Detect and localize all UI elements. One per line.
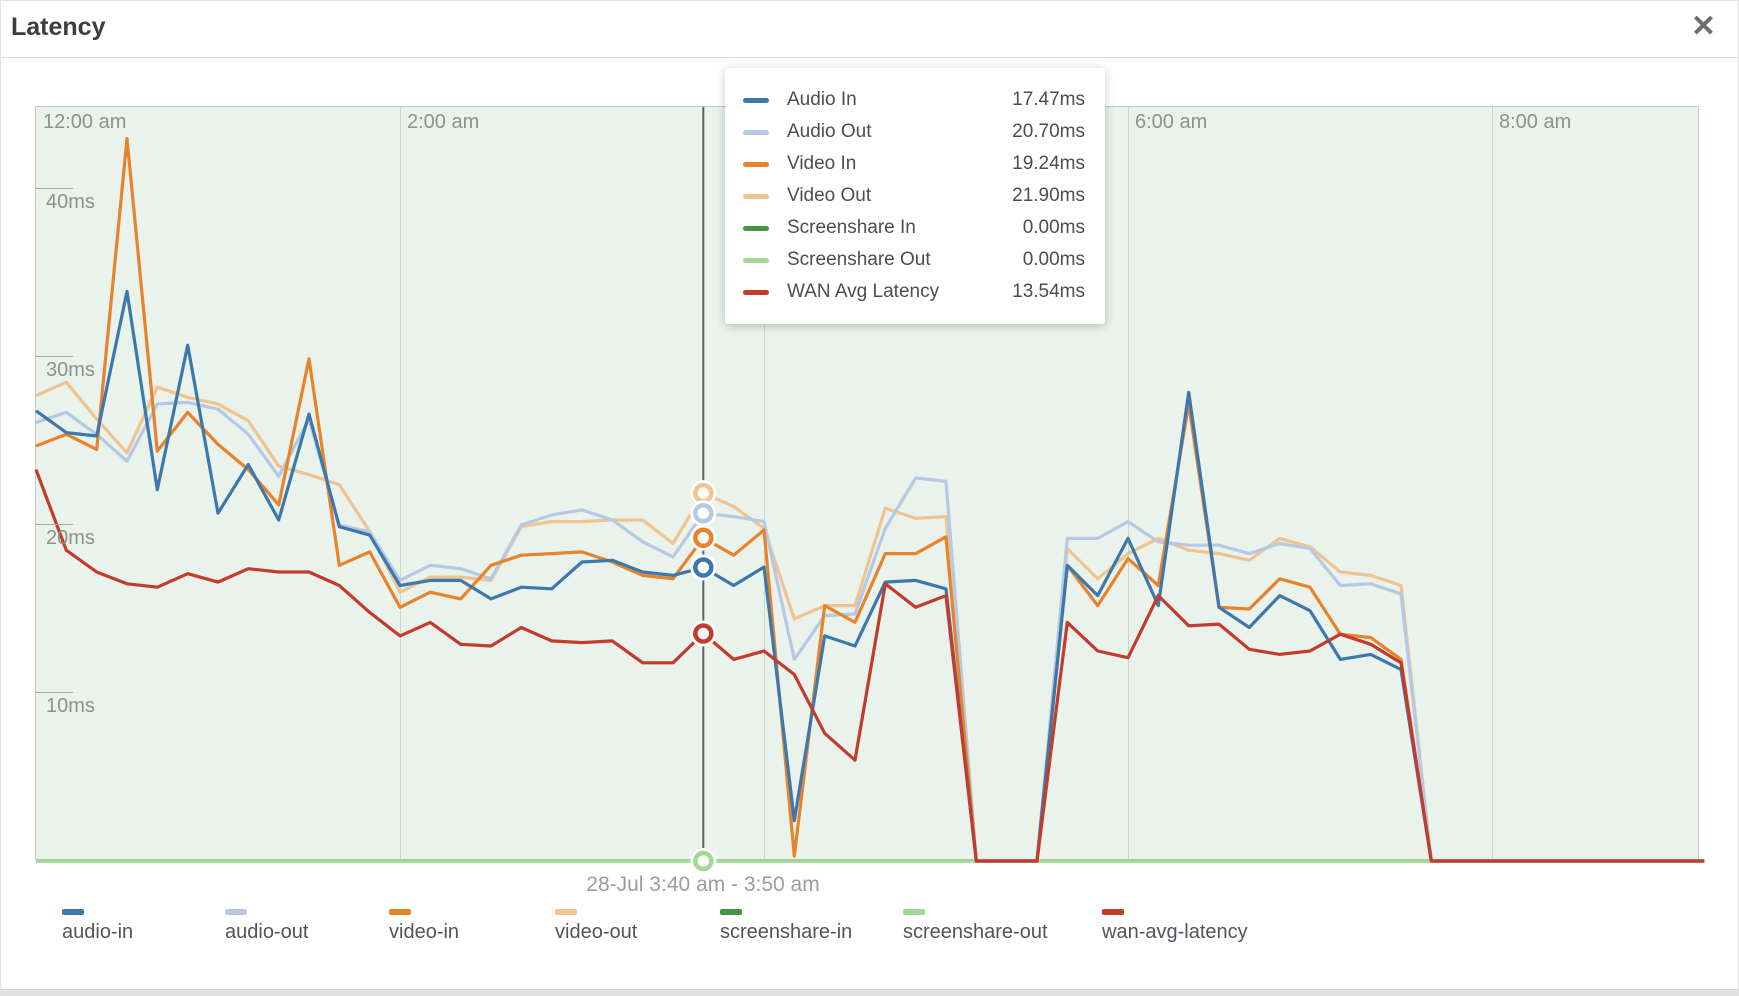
tooltip-series-swatch [743, 97, 769, 103]
gridline-600am [1127, 107, 1129, 861]
tooltip-series-value: 13.54ms [1012, 281, 1085, 302]
legend-swatch [555, 909, 577, 915]
x-axis-label: 12:00 am [43, 111, 127, 133]
legend-label: wan-avg-latency [1102, 921, 1248, 943]
tooltip-series-label: Screenshare In [787, 217, 916, 238]
crosshair-marker-video-in [693, 527, 714, 549]
legend-item-screenshare-out[interactable]: screenshare-out [903, 909, 1048, 944]
tooltip-row: Audio In 17.47ms [743, 84, 1085, 116]
gridline-800am [1491, 107, 1493, 861]
legend-swatch [225, 909, 247, 915]
tooltip-series-value: 20.70ms [1012, 121, 1085, 142]
tooltip-row: Audio Out 20.70ms [743, 116, 1085, 148]
legend-item-audio-in[interactable]: audio-in [62, 909, 133, 944]
tooltip-row: Screenshare Out 0.00ms [743, 244, 1085, 276]
legend-item-audio-out[interactable]: audio-out [225, 909, 308, 944]
crosshair-marker-screenshare-out [693, 850, 714, 872]
tooltip-series-swatch [743, 225, 769, 231]
y-axis-label: 20ms [46, 527, 95, 549]
legend-swatch [903, 909, 925, 915]
tooltip-series-swatch [743, 193, 769, 199]
close-icon[interactable]: ✕ [1690, 10, 1716, 43]
gridline-400am [763, 107, 765, 861]
series-line-video-out [35, 380, 1705, 863]
tooltip-series-value: 17.47ms [1012, 89, 1085, 110]
legend-label: screenshare-in [720, 921, 853, 943]
legend-label: video-in [389, 921, 460, 943]
crosshair-marker-wan-avg-latency [693, 623, 714, 644]
series-line-audio-in [35, 289, 1705, 863]
tooltip-series-swatch [743, 257, 769, 263]
series-line-wan-avg-latency [34, 469, 1705, 863]
y-tick [35, 356, 73, 357]
legend-label: audio-in [62, 921, 134, 943]
crosshair-marker-audio-in [693, 557, 714, 578]
tooltip-row: WAN Avg Latency 13.54ms [743, 276, 1085, 308]
tooltip-row: Screenshare In 0.00ms [743, 212, 1085, 244]
tooltip-series-value: 21.90ms [1012, 185, 1085, 206]
tooltip-series-swatch [743, 161, 769, 167]
y-tick [35, 524, 73, 525]
hover-tooltip: Audio In 17.47ms Audio Out 20.70ms Video In 1… [725, 68, 1105, 324]
y-axis-label: 30ms [46, 359, 95, 381]
legend-swatch [62, 909, 84, 915]
tooltip-series-swatch [743, 129, 769, 135]
x-axis-label: 6:00 am [1134, 111, 1208, 133]
y-tick [35, 692, 73, 693]
tooltip-series-label: Video Out [787, 185, 872, 206]
tooltip-series-label: WAN Avg Latency [787, 281, 940, 302]
crosshair-marker-video-out [693, 482, 714, 504]
legend-label: screenshare-out [903, 921, 1048, 943]
legend-label: audio-out [225, 921, 309, 943]
x-axis-label: 8:00 am [1498, 111, 1572, 133]
tooltip-series-value: 0.00ms [1022, 249, 1085, 270]
crosshair-marker-audio-out [693, 502, 714, 524]
tooltip-series-value: 0.00ms [1022, 217, 1085, 238]
chart-svg [34, 107, 1705, 874]
legend-item-video-out[interactable]: video-out [555, 909, 637, 944]
gridline-200am [399, 107, 401, 861]
legend-label: video-out [555, 921, 638, 943]
legend-item-wan-avg-latency[interactable]: wan-avg-latency [1102, 909, 1248, 944]
hover-date-range: 28-Jul 3:40 am - 3:50 am [586, 873, 820, 896]
y-axis-label: 10ms [46, 695, 95, 717]
tooltip-series-value: 19.24ms [1012, 153, 1085, 174]
tooltip-series-label: Video In [787, 153, 857, 174]
tooltip-series-label: Audio In [787, 89, 857, 110]
legend-swatch [720, 909, 742, 915]
page-title: Latency [11, 13, 106, 41]
tooltip-series-label: Screenshare Out [787, 249, 931, 270]
x-axis-label: 2:00 am [406, 111, 480, 133]
legend-swatch [389, 909, 411, 915]
tooltip-row: Video Out 21.90ms [743, 180, 1085, 212]
tooltip-row: Video In 19.24ms [743, 148, 1085, 180]
legend-item-video-in[interactable]: video-in [389, 909, 459, 944]
tooltip-series-swatch [743, 289, 769, 295]
tooltip-series-label: Audio Out [787, 121, 872, 142]
chart-legend: audio-in audio-out video-in video-out screen… [1, 909, 1738, 959]
legend-item-screenshare-in[interactable]: screenshare-in [720, 909, 852, 944]
y-tick [35, 188, 73, 189]
modal-header: Latency ✕ [1, 1, 1738, 58]
legend-swatch [1102, 909, 1124, 915]
horizontal-scrollbar[interactable] [1, 989, 1738, 995]
y-axis-label: 40ms [46, 191, 95, 213]
